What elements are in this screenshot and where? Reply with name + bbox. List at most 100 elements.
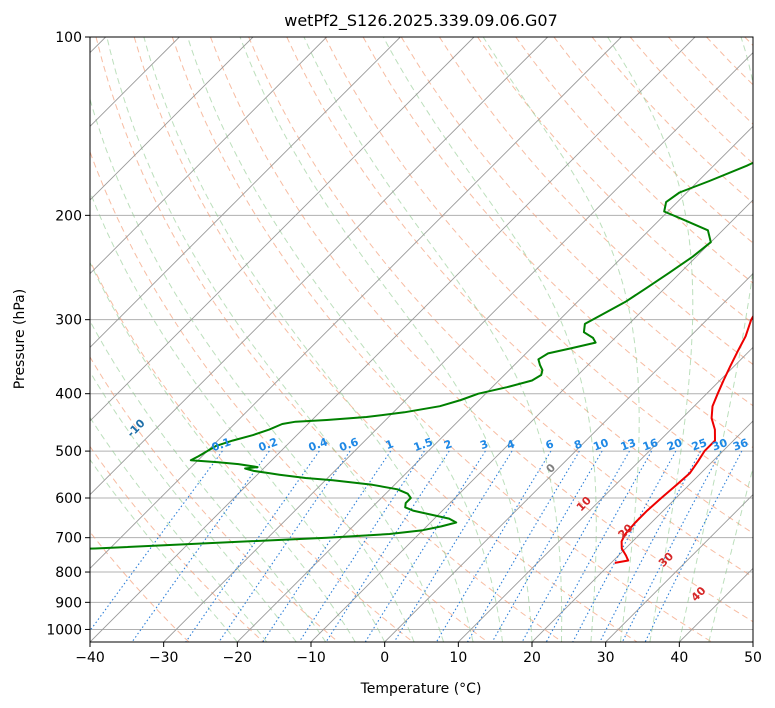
mixing-ratio-label: 8 <box>572 437 584 452</box>
plot-area: 0.10.20.40.611.52346810131620253036-100-… <box>90 37 753 642</box>
mixing-ratio-label: 3 <box>478 437 490 452</box>
moist-adiabat <box>678 37 753 642</box>
y-axis-label: Pressure (hPa) <box>12 289 28 389</box>
mixing-ratio-label: 1.5 <box>412 435 435 454</box>
dry-adiabat <box>90 445 264 642</box>
dry-adiabat <box>248 37 753 578</box>
y-tick-label: 400 <box>55 387 82 403</box>
mixing-ratio-line <box>298 450 425 642</box>
dewpoint-profile-line <box>90 161 753 550</box>
y-tick-label: 700 <box>55 531 82 547</box>
isotherm <box>531 420 753 642</box>
mixing-ratio-line <box>521 450 630 642</box>
y-tick-label: 100 <box>55 30 82 46</box>
mixing-ratio-line <box>393 450 513 642</box>
mixing-ratio-label: 20 <box>665 436 684 454</box>
isotherm <box>90 37 254 201</box>
y-tick-label: 1000 <box>46 622 82 638</box>
mixing-ratio-label: 16 <box>641 436 660 454</box>
moist-adiabat <box>303 37 563 642</box>
y-tick-label: 600 <box>55 491 82 507</box>
moist-adiabat <box>106 37 445 642</box>
moist-adiabat <box>90 320 327 642</box>
moist-adiabat <box>90 416 268 642</box>
isotherm <box>90 37 401 348</box>
isotherm <box>90 37 696 642</box>
isotherm <box>90 37 327 275</box>
moist-adiabat <box>382 37 597 642</box>
x-tick-label: −40 <box>75 650 105 666</box>
mixing-ratio-label: 0.4 <box>307 435 330 454</box>
mixing-ratio-label: 4 <box>505 437 517 452</box>
x-tick-label: 10 <box>449 650 467 666</box>
x-tick-label: 0 <box>380 650 389 666</box>
isopleth-labels: 0.10.20.40.611.52346810131620253036-100-… <box>124 416 750 604</box>
dry-adiabat <box>210 37 753 623</box>
y-axis-ticks: 100 200 300 400 500 600 700 800 900 1000 <box>46 30 90 638</box>
mixing-ratio-line <box>644 450 743 642</box>
mixing-ratio-label: 0.2 <box>257 435 280 454</box>
moist-adiabat <box>90 261 356 642</box>
dry-adiabat <box>133 37 638 642</box>
pressure-gridlines <box>90 37 753 630</box>
isotherm <box>310 199 753 642</box>
mixing-ratio-lines <box>90 450 743 642</box>
x-tick-label: 20 <box>523 650 541 666</box>
sounding-profiles <box>90 161 753 564</box>
moist-adiabat <box>239 37 533 642</box>
isotherm <box>90 37 475 422</box>
y-tick-label: 200 <box>55 208 82 224</box>
mixing-ratio-label: 0.6 <box>338 435 361 454</box>
isotherm <box>605 494 753 642</box>
mixing-ratio-label: 6 <box>544 437 556 452</box>
y-tick-label: 800 <box>55 565 82 581</box>
moist-adiabat <box>90 190 386 642</box>
mixing-ratio-label: 36 <box>731 436 750 454</box>
moist-adiabat <box>708 466 753 642</box>
mixing-ratio-label: 25 <box>690 436 709 453</box>
isotherms <box>90 37 753 642</box>
mixing-ratio-line <box>218 450 351 642</box>
x-tick-label: −10 <box>296 650 326 666</box>
isotherm <box>458 346 753 642</box>
x-tick-label: 30 <box>597 650 615 666</box>
x-axis-ticks: −40 −30 −20 −10 0 10 20 30 40 50 <box>75 642 762 666</box>
moist-adiabats <box>90 37 753 642</box>
moist-adiabat <box>482 37 640 642</box>
mixing-ratio-label: 10 <box>591 436 610 454</box>
y-tick-label: 500 <box>55 444 82 460</box>
temperature-profile-line <box>614 314 753 564</box>
mixing-ratio-label: 1 <box>384 437 396 452</box>
isotherm <box>237 125 753 642</box>
moist-adiabat <box>187 37 503 642</box>
mixing-ratio-line <box>185 450 320 642</box>
y-tick-label: 300 <box>55 313 82 329</box>
mixing-ratio-line <box>621 450 722 642</box>
chart-title: wetPf2_S126.2025.339.09.06.G07 <box>284 11 558 31</box>
plot-frame <box>89 36 754 643</box>
dry-adiabat <box>90 356 339 642</box>
moist-adiabat <box>90 458 238 642</box>
dry-adiabat <box>171 37 712 642</box>
mixing-ratio-line <box>599 450 701 642</box>
x-tick-label: −20 <box>223 650 253 666</box>
mixing-ratio-label: 2 <box>442 437 454 452</box>
mixing-ratio-line <box>90 450 223 632</box>
mixing-ratio-line <box>572 450 677 642</box>
mixing-ratio-label: 30 <box>710 436 729 454</box>
moist-adiabat <box>143 37 474 642</box>
isotherm <box>90 37 622 569</box>
dry-adiabat <box>95 37 563 642</box>
moist-adiabat <box>607 37 694 642</box>
dry-adiabat <box>477 37 753 325</box>
moist-adiabat <box>90 370 297 642</box>
mixing-ratio-label: 13 <box>619 436 638 453</box>
mixing-ratio-line <box>262 450 392 642</box>
isotherm <box>90 37 548 496</box>
x-tick-label: −30 <box>149 650 179 666</box>
dry-adiabat <box>438 37 753 366</box>
y-tick-label: 900 <box>55 595 82 611</box>
mixing-ratio-line <box>545 450 653 642</box>
x-tick-label: 50 <box>744 650 762 666</box>
